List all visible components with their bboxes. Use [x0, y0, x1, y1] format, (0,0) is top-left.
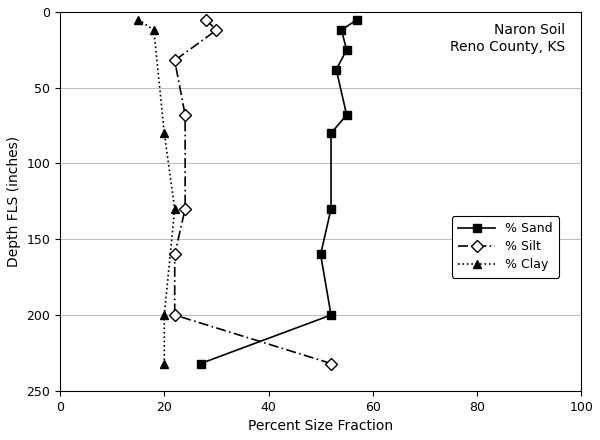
% Silt: [213, 27, 220, 33]
% Sand: [328, 206, 335, 212]
% Clay: [161, 312, 168, 318]
Text: Naron Soil
Reno County, KS: Naron Soil Reno County, KS: [451, 23, 565, 54]
% Silt: [328, 361, 335, 366]
% Clay: [150, 27, 157, 33]
% Sand: [317, 252, 324, 257]
% Silt: [182, 112, 189, 117]
% Silt: [171, 312, 178, 318]
% Clay: [134, 17, 142, 22]
% Sand: [338, 27, 345, 33]
Line: % Sand: % Sand: [197, 15, 361, 368]
% Sand: [343, 47, 350, 52]
% Silt: [202, 17, 209, 22]
% Silt: [182, 206, 189, 212]
% Silt: [171, 252, 178, 257]
% Sand: [332, 67, 340, 72]
% Clay: [171, 206, 178, 212]
Line: % Silt: % Silt: [170, 15, 335, 368]
% Sand: [197, 361, 205, 366]
% Clay: [161, 131, 168, 136]
% Sand: [343, 112, 350, 117]
% Sand: [353, 17, 361, 22]
Line: % Clay: % Clay: [134, 15, 179, 368]
X-axis label: Percent Size Fraction: Percent Size Fraction: [248, 419, 393, 433]
% Silt: [171, 58, 178, 63]
Legend: % Sand, % Silt, % Clay: % Sand, % Silt, % Clay: [452, 216, 559, 278]
% Sand: [328, 131, 335, 136]
% Clay: [161, 361, 168, 366]
Y-axis label: Depth FLS (inches): Depth FLS (inches): [7, 136, 21, 267]
% Sand: [328, 312, 335, 318]
